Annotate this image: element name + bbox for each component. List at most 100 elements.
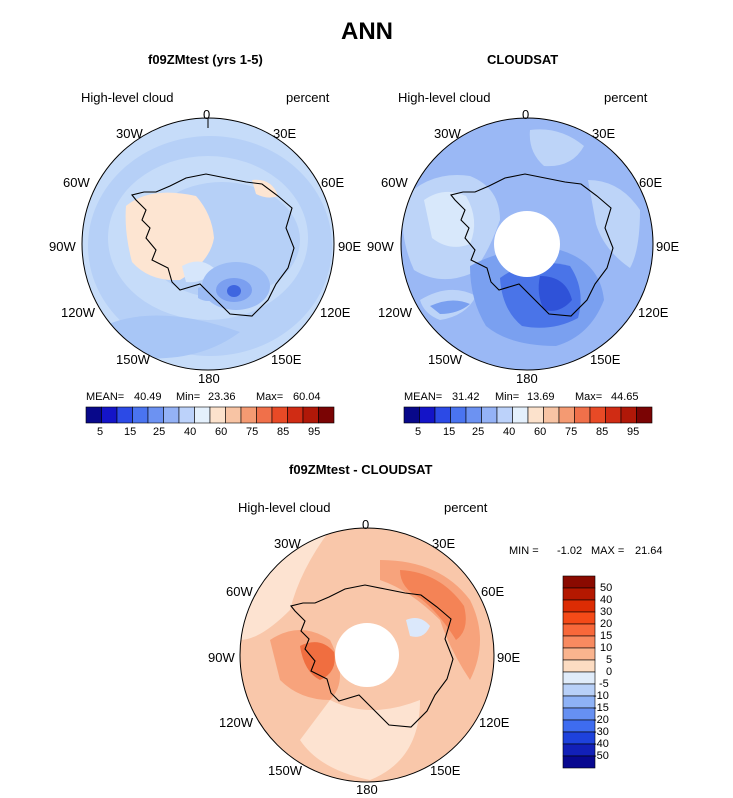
panel3-field-mid-1 xyxy=(380,560,480,680)
panel1-lon-label: 150E xyxy=(271,352,302,367)
panel1-min-label: Min= xyxy=(176,391,201,403)
panel3-colorbar-tick: 30 xyxy=(600,606,613,618)
panel2-title: CLOUDSAT xyxy=(487,52,559,67)
colorbar-swatch xyxy=(562,599,596,613)
panel2-colorbar-tick: 40 xyxy=(503,426,516,438)
panel2-units-label: percent xyxy=(604,90,648,105)
panel1-lon-label: 90E xyxy=(338,239,362,254)
panel1-colorbar-tick: 25 xyxy=(153,426,166,438)
panel3-colorbar-tick: 15 xyxy=(600,630,613,642)
panel3-field-dark-1 xyxy=(400,570,466,640)
panel2-min-value: 13.69 xyxy=(527,391,555,403)
panel3-max-label: MAX = xyxy=(591,545,625,557)
panel1-field-peach-1 xyxy=(125,192,214,281)
colorbar-swatch xyxy=(562,719,596,733)
panel3-colorbar-tick: -5 xyxy=(599,678,609,690)
panel2-colorbar-tick: 15 xyxy=(443,426,456,438)
panel3-units-label: percent xyxy=(444,500,488,515)
panel3-colorbar-tick: 20 xyxy=(600,618,613,630)
colorbar-swatch xyxy=(562,611,596,625)
panel1-lon-label: 150W xyxy=(116,352,150,367)
panel2-field-light-3 xyxy=(588,180,640,268)
colorbar-swatch xyxy=(562,671,596,685)
panel1-lon-label: 30E xyxy=(273,126,297,141)
panel2-variable-label: High-level cloud xyxy=(398,90,491,105)
panel2-colorbar-tick: 60 xyxy=(534,426,547,438)
panel2-map-border xyxy=(400,117,654,371)
panel1-mean-value: 40.49 xyxy=(134,391,162,403)
panel3-colorbar-tick: -15 xyxy=(593,702,609,714)
panel2-mean-value: 31.42 xyxy=(452,391,480,403)
panel1-max-value: 60.04 xyxy=(293,391,321,403)
panel2-lon-label: 120W xyxy=(378,305,412,320)
panel2-lon-label: 120E xyxy=(638,305,669,320)
panel3-lon-label: 180 xyxy=(356,782,378,797)
panel3-field-blue xyxy=(406,618,430,637)
main-title: ANN xyxy=(341,18,393,45)
panel1-min-value: 23.36 xyxy=(208,391,236,403)
panel1-field-peach-2 xyxy=(252,179,278,198)
panel1-lon-label: 90W xyxy=(49,239,76,254)
panel2-field-light-2 xyxy=(529,129,584,167)
panel3-colorbar-tick: -40 xyxy=(593,738,609,750)
colorbar-swatch xyxy=(562,683,596,697)
panel3-colorbar-tick: -30 xyxy=(593,726,609,738)
panel1-lon-label: 0 xyxy=(203,107,211,122)
panel1-colorbar-tick: 40 xyxy=(184,426,197,438)
panel2-lon-label: 30E xyxy=(592,126,616,141)
panel3-map-border xyxy=(239,527,495,783)
panel2-lon-label: 0 xyxy=(522,107,530,122)
panel1-coastline xyxy=(131,173,295,317)
panel2-colorbar-tick: 85 xyxy=(596,426,609,438)
panel3-lon-label: 30W xyxy=(274,536,301,551)
panel3-title: f09ZMtest - CLOUDSAT xyxy=(289,462,433,477)
colorbar-swatch xyxy=(562,659,596,673)
colorbar-swatch xyxy=(562,575,596,589)
colorbar-swatch xyxy=(562,635,596,649)
panel3-colorbar-tick: -20 xyxy=(593,714,609,726)
colorbar-swatch xyxy=(562,587,596,601)
panel3-colorbar-tick: 5 xyxy=(606,654,613,666)
panel3-colorbar-tick: -50 xyxy=(593,750,609,762)
panel2-coastline xyxy=(450,173,614,317)
panel1-field-darkest xyxy=(227,285,241,297)
panel2-lon-label: 150E xyxy=(590,352,621,367)
panel1-lon-label: 120E xyxy=(320,305,351,320)
panel1-units-label: percent xyxy=(286,90,330,105)
panel1-lon-label: 30W xyxy=(116,126,143,141)
panel1-colorbar-tick: 60 xyxy=(215,426,228,438)
colorbar-swatch xyxy=(562,731,596,745)
panel1-lon-label: 60E xyxy=(321,175,345,190)
panel1-max-label: Max= xyxy=(256,391,284,403)
colorbar-swatch xyxy=(562,623,596,637)
panel1-title: f09ZMtest (yrs 1-5) xyxy=(148,52,263,67)
colorbar-swatch xyxy=(562,755,596,769)
panel2-lon-label: 180 xyxy=(516,371,538,386)
panel1-mean-label: MEAN= xyxy=(86,391,125,403)
panel3-pole-hole xyxy=(335,623,399,687)
panel2-max-label: Max= xyxy=(575,391,603,403)
panel2-mean-label: MEAN= xyxy=(404,391,443,403)
panel3-lon-label: 60W xyxy=(226,584,253,599)
panel3-max-value: 21.64 xyxy=(635,545,663,557)
panel2-lon-label: 90W xyxy=(367,239,394,254)
panel3-field-light-2 xyxy=(300,700,420,780)
panel3-lon-label: 60E xyxy=(481,584,505,599)
panel3-lon-label: 0 xyxy=(362,517,370,532)
panel1-variable-label: High-level cloud xyxy=(81,90,174,105)
panel1-colorbar-tick: 5 xyxy=(97,426,104,438)
colorbar-swatch xyxy=(562,707,596,721)
panel3-lon-label: 90W xyxy=(208,650,235,665)
panel1-colorbar-tick: 15 xyxy=(124,426,137,438)
panel3-colorbar-tick: 10 xyxy=(600,642,613,654)
panel1-lon-label: 180 xyxy=(198,371,220,386)
panel3-colorbar-tick: 50 xyxy=(600,582,613,594)
panel2-lon-label: 90E xyxy=(656,239,680,254)
panel3-colorbar-tick: 0 xyxy=(606,666,613,678)
panel3-min-value: -1.02 xyxy=(557,545,583,557)
colorbar-swatch xyxy=(636,406,653,424)
